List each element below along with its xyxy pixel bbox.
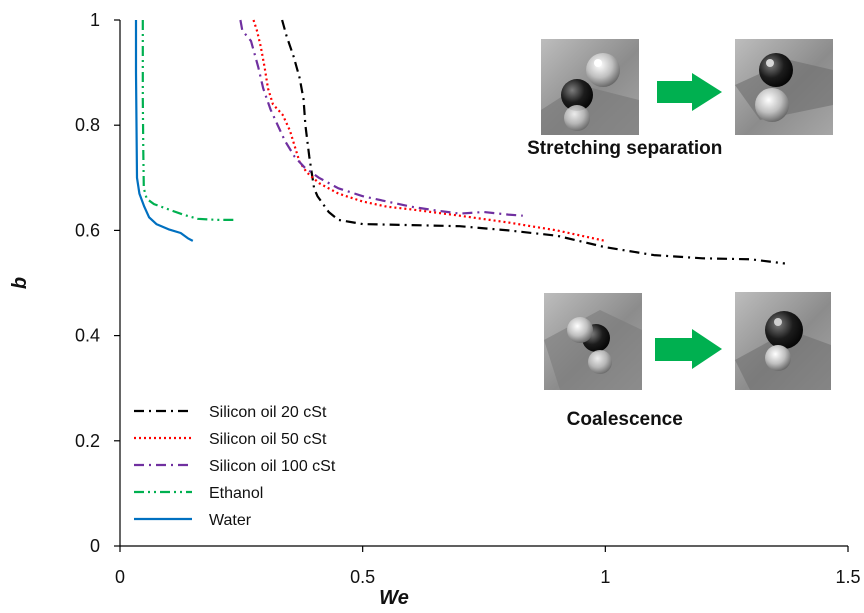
coalescence-inset: Coalescence	[544, 292, 831, 430]
droplet-photo-before-stretching	[541, 39, 639, 135]
y-tick-label: 1	[90, 10, 100, 30]
x-tick-label: 1.5	[835, 567, 860, 587]
plot-area	[134, 19, 786, 265]
stretching-inset: Stretching separation	[527, 39, 833, 159]
axes: 0 0.5 1 1.5 0 0.2 0.4 0.6 0.8 1 We b	[9, 10, 861, 609]
y-axis-title: b	[9, 277, 31, 289]
series-line-3	[141, 20, 235, 221]
series-line-2	[239, 19, 523, 217]
y-tick-label: 0.6	[75, 220, 100, 240]
y-tick-label: 0.8	[75, 115, 100, 135]
legend-label-4: Water	[209, 512, 252, 529]
y-tick-label: 0.4	[75, 326, 100, 346]
series-line-0	[281, 19, 786, 265]
droplet-photo-before-coalescence	[544, 293, 642, 390]
legend-label-3: Ethanol	[209, 485, 263, 502]
droplet-photo-after-coalescence	[735, 292, 831, 390]
right-arrow-icon	[657, 73, 722, 111]
x-tick-label: 1	[600, 567, 610, 587]
annotation-coalescence: Coalescence	[567, 409, 683, 430]
x-tick-label: 0	[115, 567, 125, 587]
y-tick-label: 0	[90, 536, 100, 556]
legend: Silicon oil 20 cSt Silicon oil 50 cSt Sili…	[134, 404, 336, 529]
legend-label-1: Silicon oil 50 cSt	[209, 431, 327, 448]
y-tick-label: 0.2	[75, 431, 100, 451]
legend-label-2: Silicon oil 100 cSt	[209, 458, 336, 475]
series-line-4	[134, 20, 194, 242]
legend-label-0: Silicon oil 20 cSt	[209, 404, 327, 421]
annotation-stretching-separation: Stretching separation	[527, 138, 722, 159]
right-arrow-icon	[655, 329, 722, 369]
x-tick-label: 0.5	[350, 567, 375, 587]
x-axis-title: We	[379, 587, 409, 608]
droplet-photo-after-stretching	[735, 39, 833, 135]
